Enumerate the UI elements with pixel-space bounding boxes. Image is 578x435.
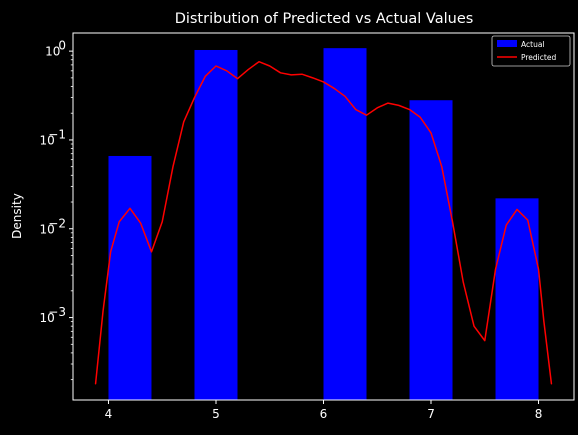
- bar-series: [108, 48, 539, 401]
- y-tick-label-3: 10: [45, 45, 60, 59]
- x-tick-label-2: 6: [320, 407, 328, 421]
- bar-4: [495, 198, 539, 400]
- x-tick-label-1: 5: [212, 407, 220, 421]
- x-tick-label-3: 7: [427, 407, 435, 421]
- x-axis: 4 5 6 7 8: [105, 400, 543, 421]
- y-tick-label-2: 10: [40, 133, 55, 147]
- chart-title: Distribution of Predicted vs Actual Valu…: [175, 11, 474, 27]
- y-tick-exponent-2: −1: [48, 127, 66, 141]
- bar-2: [323, 48, 367, 400]
- legend-label-actual: Actual: [521, 40, 545, 49]
- line-series: [94, 60, 553, 385]
- bar-1: [194, 49, 238, 401]
- legend-label-predicted: Predicted: [521, 53, 556, 62]
- y-tick-label-1: 10: [40, 222, 55, 236]
- x-tick-label-0: 4: [105, 407, 113, 421]
- y-tick-label-0: 10: [40, 311, 55, 325]
- y-tick-exponent-0: −3: [48, 305, 66, 319]
- bar-3: [409, 100, 453, 400]
- y-tick-exponent-1: −2: [48, 216, 66, 230]
- legend-swatch-actual: [497, 40, 517, 47]
- legend: Actual Predicted: [491, 35, 571, 67]
- x-tick-label-4: 8: [535, 407, 543, 421]
- predicted-line: [94, 60, 553, 385]
- y-axis-label: Density: [10, 193, 24, 239]
- y-tick-exponent-3: 0: [58, 39, 66, 53]
- bar-0: [108, 155, 152, 400]
